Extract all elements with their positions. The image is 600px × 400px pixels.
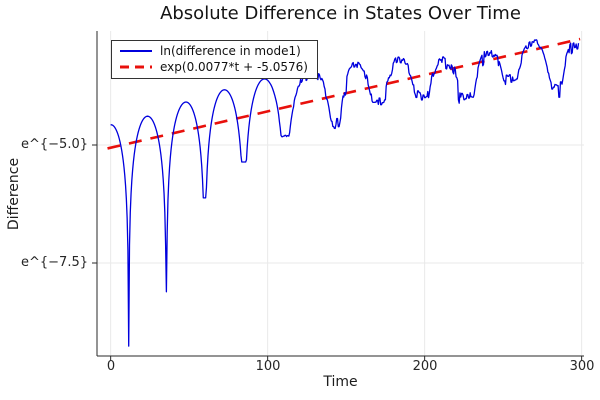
x-tick-label-300: 300 [569, 359, 595, 374]
y-axis-label: Difference [6, 157, 22, 231]
legend-entry-fit: exp(0.0077*t + -5.0576) [119, 59, 308, 75]
legend-swatch-dashed-line [120, 65, 152, 69]
legend-entry-difference: ln(difference in mode1) [119, 43, 308, 59]
gridlines [97, 31, 584, 356]
x-tick-label-0: 0 [106, 359, 116, 374]
x-axis-label: Time [323, 374, 358, 390]
y-tick-label-e-7-5: e^{−7.5} [21, 255, 88, 270]
x-tick-label-200: 200 [412, 359, 438, 374]
legend: ln(difference in mode1) exp(0.0077*t + -… [111, 40, 318, 79]
axis-spines [96, 31, 584, 357]
legend-label-difference: ln(difference in mode1) [160, 44, 301, 58]
x-tick-label-100: 100 [255, 359, 281, 374]
chart-title: Absolute Difference in States Over Time [160, 3, 521, 24]
legend-swatch-solid-line [120, 50, 152, 52]
difference-series [110, 39, 580, 347]
y-tick-label-e-5: e^{−5.0} [21, 137, 88, 152]
legend-label-fit: exp(0.0077*t + -5.0576) [160, 60, 308, 74]
axis-ticks [92, 144, 583, 361]
